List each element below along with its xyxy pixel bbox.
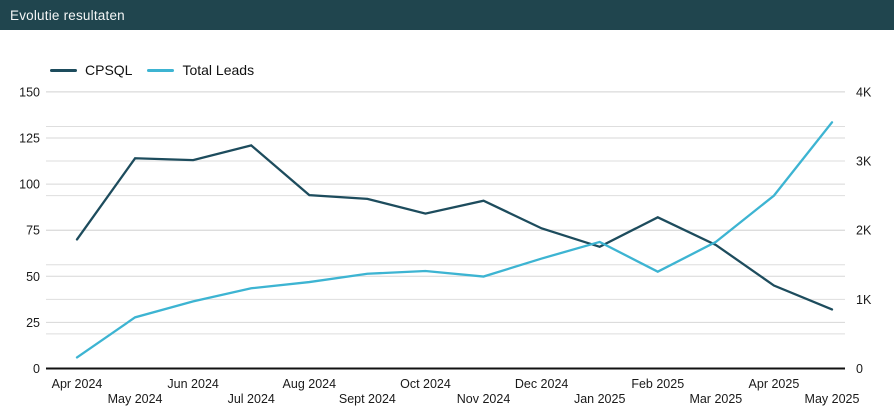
y-axis-left-tick-label: 50 (26, 270, 40, 284)
x-axis-month-label: Apr 2025 (749, 377, 800, 391)
x-axis-month-label: Nov 2024 (457, 392, 511, 406)
x-axis-month-label: Jun 2024 (167, 377, 218, 391)
legend-label-cpsql: CPSQL (85, 62, 133, 78)
x-axis-month-label: May 2024 (108, 392, 163, 406)
y-axis-right-tick-label: 4K (856, 85, 872, 99)
y-axis-left-tick-label: 150 (19, 85, 40, 99)
panel-header: Evolutie resultaten (0, 0, 894, 30)
cpsql-line-swatch-icon (50, 68, 77, 72)
x-axis-month-label: Dec 2024 (515, 377, 569, 391)
y-axis-left-tick-label: 25 (26, 316, 40, 330)
cpsql-line (75, 144, 834, 311)
legend-label-total-leads: Total Leads (182, 62, 255, 78)
y-axis-left-tick-label: 0 (33, 362, 40, 376)
panel-title: Evolutie resultaten (10, 7, 125, 23)
legend-item-total-leads[interactable]: Total Leads (147, 62, 254, 78)
x-axis-month-label: Feb 2025 (631, 377, 684, 391)
x-axis-month-label: Apr 2024 (52, 377, 103, 391)
total-leads-line (75, 121, 834, 359)
y-axis-left-tick-label: 75 (26, 224, 40, 238)
y-axis-right-tick-label: 0 (856, 362, 863, 376)
y-axis-right-tick-label: 3K (856, 155, 872, 169)
y-axis-left-tick-label: 125 (19, 132, 40, 146)
chart-legend: CPSQL Total Leads (50, 62, 254, 78)
y-axis-right-tick-label: 2K (856, 224, 872, 238)
y-axis-left-tick-label: 100 (19, 178, 40, 192)
x-axis-month-label: Jul 2024 (228, 392, 275, 406)
total-leads-line-swatch-icon (147, 68, 175, 72)
legend-item-cpsql[interactable]: CPSQL (50, 62, 132, 78)
x-axis-month-label: May 2025 (805, 392, 860, 406)
y-axis-right-tick-label: 1K (856, 293, 872, 307)
x-axis-month-label: Sept 2024 (339, 392, 396, 406)
x-axis-month-label: Mar 2025 (689, 392, 742, 406)
x-axis-month-label: Jan 2025 (574, 392, 625, 406)
x-axis-month-label: Aug 2024 (283, 377, 337, 391)
x-axis-month-label: Oct 2024 (400, 377, 451, 391)
